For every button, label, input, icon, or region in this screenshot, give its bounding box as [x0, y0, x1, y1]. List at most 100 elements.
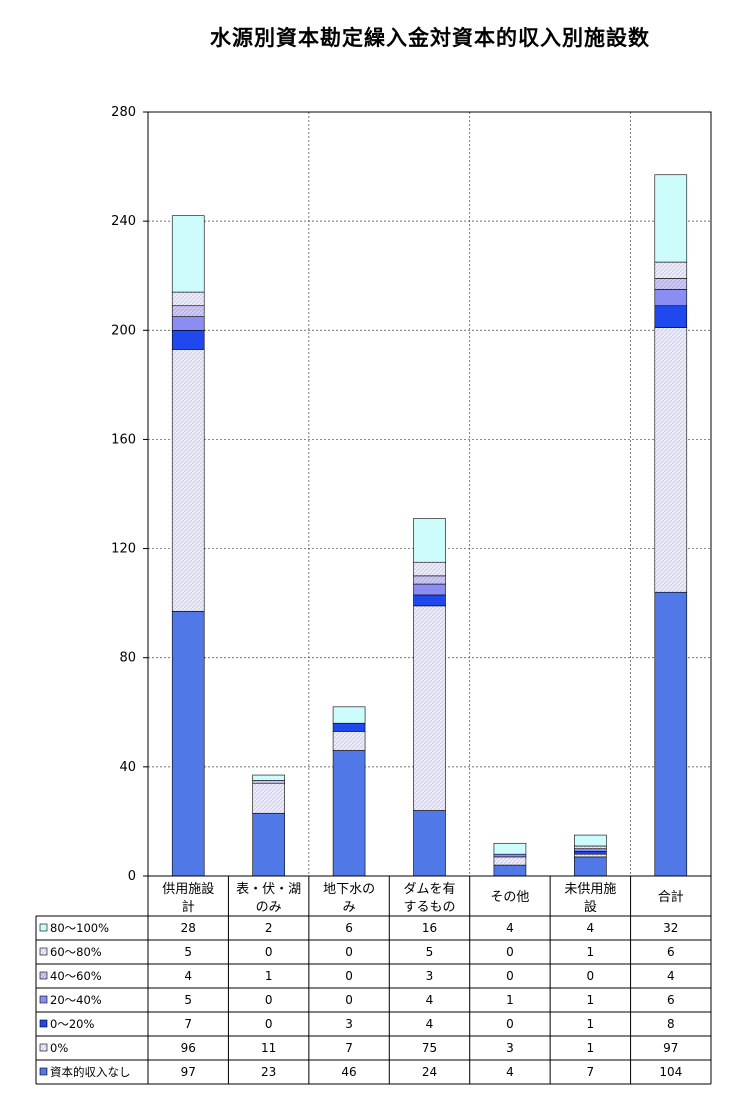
bar-segment-6-3: [654, 289, 688, 307]
bar-segment-2-0: [332, 750, 366, 877]
table-cell-3-5: 1: [587, 993, 595, 1007]
category-label-0-0: 供用施設: [162, 881, 214, 897]
table-cell-4-0: 7: [184, 1017, 192, 1031]
bar-segment-3-3: [413, 583, 446, 596]
plot-frame: [147, 111, 712, 877]
bar-segment-1-1: [252, 782, 285, 814]
category-label-3-0: ダムを有: [403, 882, 455, 897]
bar-segment-0-2: [171, 329, 205, 350]
bar-segment-2-6: [332, 706, 366, 724]
bar-segment-3-4: [413, 575, 446, 585]
bar-segment-3-5: [413, 561, 446, 577]
table-cell-2-4: 0: [506, 969, 514, 983]
y-tick-label-120: 120: [111, 542, 136, 557]
table-cell-0-3: 16: [422, 921, 437, 935]
y-tick-label-0: 0: [128, 869, 136, 884]
table-cell-2-2: 0: [345, 969, 353, 983]
table-cell-6-2: 46: [341, 1065, 356, 1079]
category-label-5-1: 設: [584, 899, 597, 915]
table-cell-0-1: 2: [265, 921, 273, 935]
table-cell-1-4: 0: [506, 945, 514, 959]
table-cell-5-2: 7: [345, 1041, 353, 1055]
bar-segment-1-0: [252, 812, 285, 877]
bar-segment-6-1: [654, 327, 688, 593]
y-tick-label-160: 160: [111, 432, 136, 447]
legend-label-1: 60～80%: [50, 945, 102, 959]
table-cell-2-1: 1: [265, 969, 273, 983]
table-cell-3-1: 0: [265, 993, 273, 1007]
table-cell-6-0: 97: [181, 1065, 196, 1079]
table-cell-3-2: 0: [345, 993, 353, 1007]
table-cell-4-1: 0: [265, 1017, 273, 1031]
bar-segment-5-6: [574, 834, 607, 847]
table-cell-0-5: 4: [587, 921, 595, 935]
bars-layer: [171, 174, 688, 877]
bar-segment-0-3: [171, 316, 205, 331]
legend-swatch-5: [39, 1043, 48, 1052]
y-tick-label-240: 240: [111, 214, 136, 229]
chart-title: 水源別資本勘定繰入金対資本的収入別施設数: [210, 26, 650, 50]
table-cell-2-0: 4: [184, 969, 192, 983]
category-label-5-0: 未供用施: [564, 882, 616, 897]
table-cell-3-3: 4: [426, 993, 434, 1007]
table-cell-2-5: 0: [587, 969, 595, 983]
table-cell-1-6: 6: [667, 945, 675, 959]
table-cell-1-0: 5: [184, 945, 192, 959]
table-cell-6-6: 104: [659, 1065, 682, 1079]
category-label-3-1: するもの: [403, 900, 455, 915]
bar-segment-4-0: [493, 864, 527, 877]
bar-segment-1-6: [252, 774, 285, 781]
bar-segment-4-1: [493, 856, 527, 866]
bar-segment-6-6: [654, 174, 688, 263]
bar-segment-3-6: [413, 518, 446, 563]
table-cell-5-1: 11: [261, 1041, 276, 1055]
legend-label-6: 資本的収入なし: [50, 1065, 131, 1079]
table-cell-5-3: 75: [422, 1041, 437, 1055]
bar-segment-3-2: [413, 594, 446, 607]
table-cell-6-5: 7: [587, 1065, 595, 1079]
bar-segment-4-3: [493, 853, 527, 858]
legend-swatch-3: [39, 995, 48, 1004]
table-cell-4-6: 8: [667, 1017, 675, 1031]
legend-swatch-0: [39, 923, 48, 932]
bar-segment-5-0: [574, 856, 607, 877]
legend-label-5: 0%: [50, 1041, 68, 1055]
category-label-1-0: 表・伏・湖: [236, 882, 301, 897]
category-label-0-1: 計: [182, 899, 195, 915]
table-cell-5-6: 97: [663, 1041, 678, 1055]
table-cell-0-4: 4: [506, 921, 514, 935]
table-cell-4-4: 0: [506, 1017, 514, 1031]
table-cell-2-6: 4: [667, 969, 675, 983]
table-cell-1-5: 1: [587, 945, 595, 959]
y-tick-label-80: 80: [119, 651, 136, 666]
bar-segment-0-1: [171, 349, 205, 612]
bar-segment-6-2: [654, 305, 688, 328]
bar-segment-0-5: [171, 291, 205, 307]
bar-segment-0-6: [171, 215, 205, 293]
axis-layer: 0 40 80 120 160 200 240 280: [111, 105, 712, 884]
category-label-6-0: 合計: [658, 889, 684, 905]
legend-swatch-2: [39, 971, 48, 980]
bar-segment-1-4: [252, 780, 285, 784]
legend-swatch-6: [39, 1067, 48, 1076]
table-cell-6-3: 24: [422, 1065, 437, 1079]
bar-segment-2-1: [332, 731, 366, 751]
legend-label-2: 40～60%: [50, 969, 102, 983]
table-cell-6-1: 23: [261, 1065, 276, 1079]
table-cell-3-0: 5: [184, 993, 192, 1007]
table-cell-6-4: 4: [506, 1065, 514, 1079]
category-label-2-1: み: [343, 900, 356, 915]
bar-segment-5-5: [574, 845, 607, 850]
table-cell-3-4: 1: [506, 993, 514, 1007]
bar-segment-0-4: [171, 305, 205, 317]
y-tick-label-280: 280: [111, 105, 136, 120]
legend-label-4: 0～20%: [50, 1017, 94, 1031]
bar-segment-4-6: [493, 842, 527, 855]
table-cell-1-3: 5: [426, 945, 434, 959]
legend-swatch-4: [39, 1019, 48, 1028]
table-cell-0-6: 32: [663, 921, 678, 935]
category-label-2-0: 地下水の: [323, 882, 375, 897]
y-tick-label-200: 200: [111, 323, 136, 338]
